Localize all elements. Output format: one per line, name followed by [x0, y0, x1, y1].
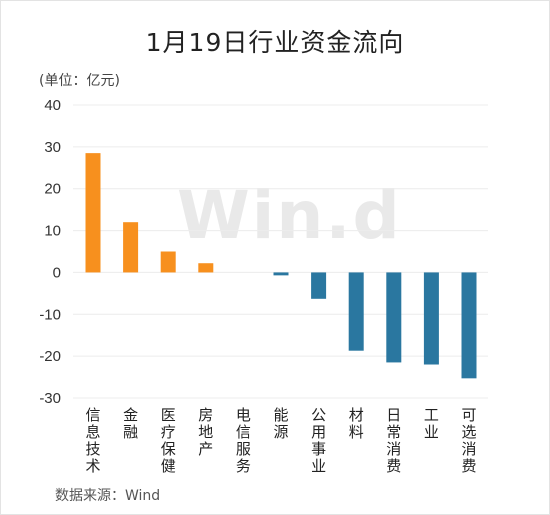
bar — [198, 263, 214, 273]
x-category-label: 日常消费 — [386, 406, 401, 475]
bar — [311, 272, 327, 299]
y-tick-label: 40 — [44, 97, 61, 114]
y-tick-label: -10 — [39, 306, 61, 323]
unit-label: (单位：亿元) — [39, 73, 120, 89]
x-category-label: 可选消费 — [461, 406, 476, 475]
y-tick-label: -30 — [39, 390, 61, 407]
x-category-label: 医疗保健 — [161, 406, 176, 475]
bar — [273, 272, 289, 276]
source-note: 数据来源：Wind — [55, 488, 161, 504]
watermark-logo: Win.d — [177, 177, 402, 254]
bar — [348, 272, 364, 351]
bar — [160, 251, 176, 273]
y-tick-label: 30 — [44, 139, 61, 156]
y-tick-label: -20 — [39, 348, 61, 365]
x-category-label: 电信服务 — [236, 406, 251, 475]
bar — [423, 272, 439, 365]
x-category-label: 材料 — [349, 406, 364, 441]
bar — [386, 272, 402, 363]
y-tick-label: 10 — [44, 223, 61, 240]
bar — [461, 272, 477, 379]
x-category-label: 信息技术 — [85, 406, 100, 475]
x-category-label: 能源 — [273, 406, 288, 441]
y-tick-label: 0 — [53, 264, 61, 281]
chart-title: 1月19日行业资金流向 — [145, 28, 405, 57]
x-category-label: 公用事业 — [311, 406, 326, 475]
x-category-label: 工业 — [424, 406, 439, 441]
x-category-label: 金融 — [123, 406, 138, 441]
bar — [85, 153, 101, 273]
y-tick-label: 20 — [44, 181, 61, 198]
bar — [123, 222, 139, 273]
x-category-label: 房地产 — [198, 406, 213, 458]
